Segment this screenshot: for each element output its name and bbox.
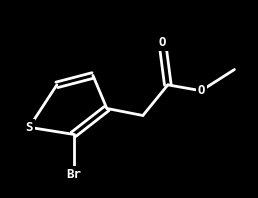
Text: O: O: [197, 84, 205, 97]
Text: O: O: [158, 36, 166, 49]
Text: S: S: [25, 121, 33, 134]
Text: Br: Br: [66, 168, 81, 181]
